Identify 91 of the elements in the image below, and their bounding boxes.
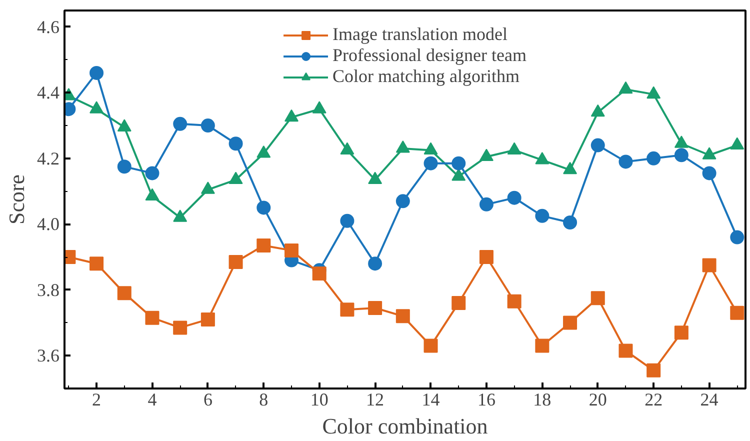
- point: [646, 86, 661, 99]
- point: [228, 254, 243, 269]
- point: [228, 136, 243, 151]
- point: [702, 258, 716, 272]
- x-tick-label: 6: [203, 390, 212, 410]
- point: [618, 344, 633, 358]
- point: [479, 250, 494, 264]
- point: [674, 326, 688, 340]
- legend-label: Professional designer team: [332, 45, 526, 66]
- x-tick-label: 14: [422, 390, 440, 410]
- x-tick-label: 2: [92, 390, 102, 410]
- point: [284, 109, 298, 122]
- point: [618, 154, 633, 169]
- point: [312, 266, 326, 280]
- point: [730, 137, 744, 150]
- point: [117, 160, 132, 174]
- x-tick-label: 10: [310, 390, 328, 410]
- point: [256, 238, 271, 253]
- point: [284, 243, 298, 258]
- x-tick-label: 8: [259, 390, 268, 410]
- y-tick-label: 4.6: [37, 16, 60, 37]
- point: [368, 256, 382, 271]
- point: [590, 104, 605, 117]
- x-axis-title: Color combination: [322, 414, 488, 438]
- point: [563, 316, 578, 330]
- point: [730, 230, 744, 244]
- x-tick-label: 12: [366, 390, 384, 410]
- point: [256, 200, 271, 215]
- point: [452, 296, 466, 310]
- point: [730, 306, 744, 320]
- point: [312, 101, 326, 114]
- point: [452, 168, 466, 181]
- y-axis-title: Score: [4, 174, 29, 225]
- point: [396, 140, 410, 153]
- point: [674, 148, 688, 162]
- point: [535, 338, 550, 353]
- point: [228, 172, 243, 184]
- point: [563, 162, 578, 174]
- point: [145, 188, 160, 200]
- point: [674, 136, 688, 148]
- point: [256, 145, 271, 158]
- point: [396, 194, 410, 208]
- point: [507, 190, 522, 205]
- point: [368, 300, 382, 315]
- y-tick-label: 3.8: [37, 280, 60, 300]
- point: [340, 214, 354, 228]
- point: [424, 142, 438, 154]
- point: [618, 81, 633, 94]
- point: [117, 286, 132, 300]
- point: [646, 151, 661, 166]
- point: [646, 363, 661, 378]
- point: [396, 309, 410, 324]
- point: [368, 172, 382, 184]
- point: [173, 320, 188, 335]
- point: [702, 166, 716, 180]
- point: [479, 197, 494, 212]
- x-tick-label: 16: [477, 390, 496, 410]
- y-tick-label: 4.4: [37, 82, 60, 103]
- point: [535, 208, 550, 223]
- point: [145, 166, 160, 180]
- point: [173, 210, 188, 222]
- y-tick-label: 3.6: [37, 346, 60, 366]
- point: [590, 138, 605, 152]
- point: [340, 302, 354, 317]
- point: [452, 156, 466, 170]
- point: [424, 338, 438, 353]
- point: [200, 312, 215, 326]
- legend-label: Color matching algorithm: [332, 66, 520, 87]
- x-tick-label: 4: [148, 390, 157, 410]
- x-tick-label: 22: [644, 390, 663, 410]
- x-tick-label: 20: [588, 390, 607, 410]
- point: [200, 182, 215, 194]
- point: [424, 156, 438, 170]
- point: [145, 310, 160, 325]
- point: [117, 119, 132, 132]
- point: [173, 116, 188, 131]
- point: [507, 294, 522, 308]
- y-tick-label: 4.0: [37, 214, 60, 234]
- point: [507, 142, 522, 154]
- y-tick-label: 4.2: [37, 148, 60, 168]
- point: [590, 291, 605, 306]
- point: [340, 142, 354, 154]
- x-tick-label: 18: [533, 390, 552, 410]
- legend-label: Image translation model: [332, 24, 508, 45]
- point: [479, 148, 494, 162]
- point: [90, 256, 104, 271]
- point: [702, 147, 716, 160]
- x-tick-label: 24: [700, 390, 718, 410]
- point: [563, 216, 578, 230]
- point: [535, 152, 550, 164]
- point: [90, 101, 104, 114]
